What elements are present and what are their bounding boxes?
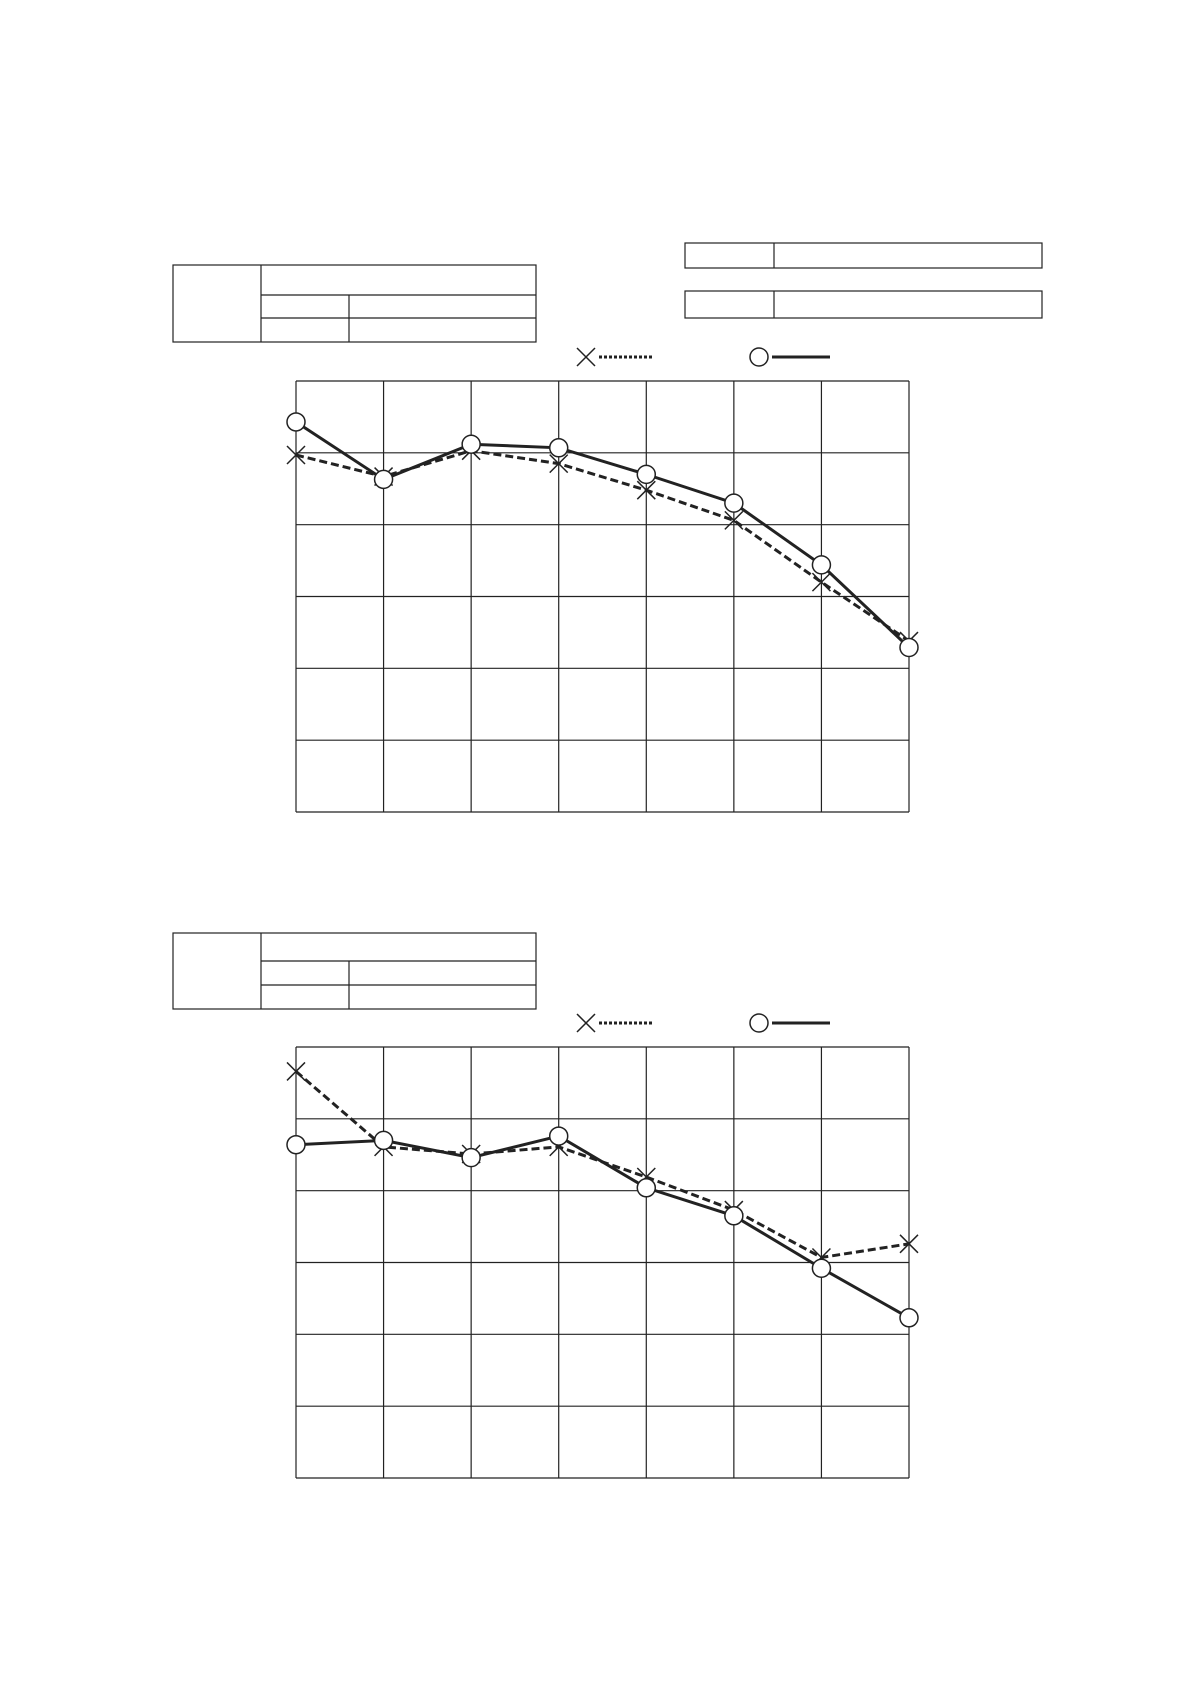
point-marker [724,1206,744,1226]
point-marker [286,1061,306,1081]
series-line [295,1134,910,1320]
point-marker [286,1134,306,1155]
header-table-1 [172,264,537,343]
info-boxes [684,242,1043,319]
point-marker [549,454,569,474]
series-line [295,1070,910,1260]
legend-2 [576,1013,830,1033]
point-marker [548,438,569,458]
point-marker [811,572,831,592]
point-marker [461,1147,481,1168]
point-marker [899,1308,919,1328]
header-table-2 [172,932,537,1010]
point-marker [724,510,744,530]
point-marker [636,480,656,500]
point-marker [286,412,306,432]
point-marker [461,434,481,454]
point-marker [811,1258,832,1278]
series-line [295,420,911,649]
series-line [295,449,910,643]
point-marker [636,1178,657,1198]
point-marker [373,1130,394,1151]
point-marker [548,1126,569,1146]
point-marker [811,555,832,575]
point-marker [899,637,919,658]
point-marker [286,445,306,465]
point-marker [373,469,394,490]
point-marker [636,464,657,485]
legend-1 [576,347,830,367]
point-marker [724,493,744,513]
point-marker [899,1234,919,1254]
